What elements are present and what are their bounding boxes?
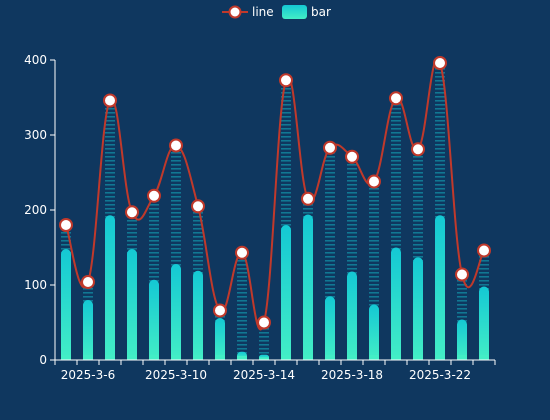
x-tick-label: 2025-3-22 bbox=[409, 368, 471, 382]
bar[interactable] bbox=[479, 286, 489, 361]
line-point[interactable] bbox=[433, 56, 447, 70]
bar-base bbox=[435, 355, 445, 360]
y-tick-label: 0 bbox=[39, 353, 47, 367]
background-bar bbox=[347, 156, 357, 360]
chart-legend: line bar bbox=[222, 5, 331, 19]
line-point[interactable] bbox=[257, 315, 271, 330]
legend-line-marker bbox=[228, 5, 242, 19]
y-tick-label: 400 bbox=[24, 53, 47, 67]
line-point[interactable] bbox=[191, 199, 205, 214]
bar-base bbox=[413, 355, 423, 360]
bar[interactable] bbox=[303, 214, 313, 361]
bar-base bbox=[259, 357, 269, 360]
bar-base bbox=[127, 355, 137, 360]
bar-base bbox=[83, 355, 93, 360]
y-tick-label: 200 bbox=[24, 203, 47, 217]
line-point[interactable] bbox=[323, 140, 337, 155]
line-point[interactable] bbox=[301, 191, 315, 206]
line-point[interactable] bbox=[455, 267, 469, 282]
line-point[interactable] bbox=[235, 245, 249, 260]
legend-item-line[interactable]: line bbox=[252, 5, 274, 19]
bar-base bbox=[325, 355, 335, 360]
bar-base bbox=[347, 355, 357, 360]
bar-base bbox=[193, 355, 203, 360]
line-point[interactable] bbox=[81, 275, 95, 289]
bar[interactable] bbox=[127, 249, 137, 360]
background-bar bbox=[171, 145, 181, 360]
line-point[interactable] bbox=[59, 218, 73, 232]
line-point[interactable] bbox=[125, 205, 139, 220]
bar-base bbox=[479, 355, 489, 360]
background-bar bbox=[281, 80, 291, 360]
background-bar bbox=[391, 98, 401, 360]
line-point[interactable] bbox=[345, 149, 359, 164]
bar[interactable] bbox=[171, 264, 181, 360]
bar[interactable] bbox=[83, 300, 93, 360]
bar[interactable] bbox=[369, 304, 379, 361]
background-bar bbox=[237, 252, 247, 360]
bar[interactable] bbox=[457, 319, 467, 361]
bar[interactable] bbox=[215, 318, 225, 360]
background-bar bbox=[435, 63, 445, 360]
line-point[interactable] bbox=[213, 303, 227, 318]
bar[interactable] bbox=[193, 270, 203, 360]
line-point[interactable] bbox=[169, 138, 183, 153]
axes: 0 100 200 300 400 2025-3-6 2025-3-10 2025-3-14 2… bbox=[24, 53, 496, 382]
background-bar bbox=[413, 149, 423, 360]
bar-series bbox=[61, 214, 489, 361]
bar-base bbox=[369, 355, 379, 360]
bar-base bbox=[457, 355, 467, 360]
legend-bar-swatch bbox=[282, 5, 307, 19]
x-tick-label: 2025-3-6 bbox=[61, 368, 115, 382]
bar-base bbox=[281, 355, 291, 360]
line-point[interactable] bbox=[367, 174, 381, 189]
line-series bbox=[59, 56, 491, 331]
line-point[interactable] bbox=[477, 243, 491, 258]
x-tick-label: 2025-3-18 bbox=[321, 368, 383, 382]
bar[interactable] bbox=[435, 215, 445, 360]
background-bar bbox=[259, 322, 269, 360]
background-bar bbox=[149, 195, 159, 360]
bar-base bbox=[391, 355, 401, 360]
bar-base bbox=[237, 355, 247, 360]
bar-base bbox=[149, 355, 159, 360]
bar-base bbox=[215, 355, 225, 360]
bar[interactable] bbox=[347, 271, 357, 361]
bar-base bbox=[171, 355, 181, 360]
bar[interactable] bbox=[105, 215, 115, 360]
bar[interactable] bbox=[325, 296, 335, 360]
line-point[interactable] bbox=[103, 93, 117, 108]
background-bar bbox=[457, 274, 467, 360]
bar[interactable] bbox=[413, 257, 423, 360]
x-tick-label: 2025-3-14 bbox=[233, 368, 295, 382]
x-tick-label: 2025-3-10 bbox=[145, 368, 207, 382]
bar[interactable] bbox=[281, 225, 291, 360]
line-point[interactable] bbox=[411, 142, 425, 157]
bar[interactable] bbox=[61, 249, 71, 360]
line-point[interactable] bbox=[147, 188, 161, 203]
y-tick-label: 300 bbox=[24, 128, 47, 142]
bar[interactable] bbox=[391, 247, 401, 361]
bar-base bbox=[61, 355, 71, 360]
background-bar bbox=[369, 181, 379, 360]
y-tick-label: 100 bbox=[24, 278, 47, 292]
legend-item-bar[interactable]: bar bbox=[311, 5, 331, 19]
bar[interactable] bbox=[149, 279, 159, 360]
bar-base bbox=[105, 355, 115, 360]
bar-base bbox=[303, 355, 313, 360]
line-point[interactable] bbox=[279, 73, 293, 88]
background-bar bbox=[325, 147, 335, 360]
line-point[interactable] bbox=[389, 91, 403, 106]
